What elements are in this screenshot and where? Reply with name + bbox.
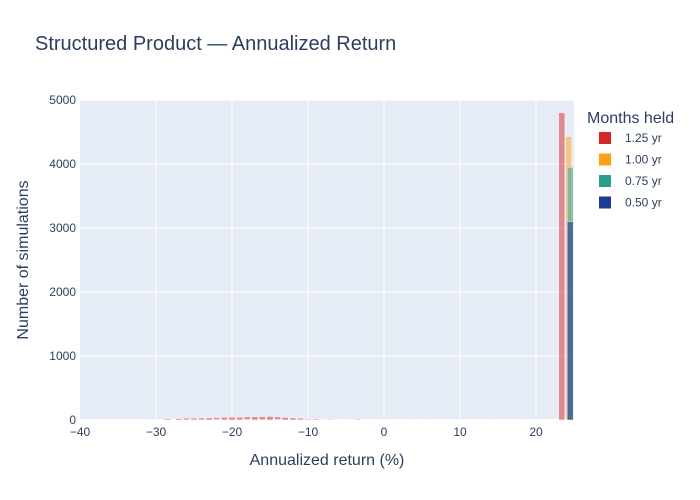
legend-item[interactable]: 0.50 yr bbox=[599, 196, 662, 210]
histogram-bar[interactable] bbox=[342, 419, 350, 421]
chart-title: Structured Product — Annualized Return bbox=[35, 33, 396, 55]
y-tick-label: 5000 bbox=[49, 93, 76, 107]
histogram-bar[interactable] bbox=[312, 418, 319, 421]
histogram-bar[interactable] bbox=[289, 417, 297, 421]
histogram-bar[interactable] bbox=[266, 416, 274, 421]
axis-ticks: 0 1000 2000 3000 4000 5000 −40 −30 −20 −10 0 10 20 bbox=[49, 93, 543, 439]
x-tick-label: −40 bbox=[70, 425, 91, 439]
y-tick-label: 1000 bbox=[49, 349, 76, 363]
histogram-bar[interactable] bbox=[259, 416, 266, 421]
y-tick-label: 0 bbox=[69, 413, 76, 427]
legend-label: 1.00 yr bbox=[625, 153, 662, 167]
legend-swatch bbox=[599, 196, 611, 209]
x-tick-label: 0 bbox=[381, 425, 388, 439]
histogram-bar[interactable] bbox=[205, 417, 213, 421]
histogram-bars bbox=[137, 112, 574, 421]
histogram-bar[interactable] bbox=[221, 417, 228, 421]
legend-item[interactable]: 0.75 yr bbox=[599, 174, 662, 188]
legend-title: Months held bbox=[587, 110, 674, 127]
histogram-bar[interactable] bbox=[297, 418, 304, 421]
histogram-bar[interactable] bbox=[236, 416, 243, 421]
histogram-bar[interactable] bbox=[198, 417, 205, 421]
legend: Months held 1.25 yr 1.00 yr 0.75 yr 0.50 yr bbox=[587, 110, 674, 210]
histogram-bar[interactable] bbox=[175, 418, 183, 421]
histogram-bar[interactable] bbox=[566, 221, 574, 421]
histogram-bar[interactable] bbox=[281, 417, 289, 421]
x-tick-label: −30 bbox=[146, 425, 167, 439]
histogram-bar[interactable] bbox=[251, 416, 259, 421]
x-tick-label: 10 bbox=[453, 425, 467, 439]
histogram-bar[interactable] bbox=[558, 112, 566, 421]
histogram-bar[interactable] bbox=[228, 416, 236, 421]
legend-item[interactable]: 1.00 yr bbox=[599, 153, 662, 167]
y-tick-label: 2000 bbox=[49, 285, 76, 299]
series-1-25-yr bbox=[137, 112, 566, 421]
x-tick-label: 20 bbox=[529, 425, 543, 439]
legend-label: 1.25 yr bbox=[625, 131, 662, 145]
x-tick-label: −10 bbox=[298, 425, 319, 439]
plot-area bbox=[80, 100, 574, 420]
legend-item[interactable]: 1.25 yr bbox=[599, 131, 662, 145]
y-tick-label: 3000 bbox=[49, 221, 76, 235]
histogram-bar[interactable] bbox=[183, 418, 190, 421]
y-axis-title: Number of simulations bbox=[15, 180, 32, 339]
histogram-bar[interactable] bbox=[164, 418, 171, 421]
histogram-bar[interactable] bbox=[354, 418, 361, 421]
x-tick-label: −20 bbox=[222, 425, 243, 439]
legend-swatch bbox=[599, 175, 611, 187]
histogram-bar[interactable] bbox=[190, 418, 198, 421]
x-axis-title: Annualized return (%) bbox=[250, 452, 405, 469]
series-0-50-yr bbox=[319, 221, 574, 421]
legend-label: 0.75 yr bbox=[625, 174, 662, 188]
histogram-bar[interactable] bbox=[327, 419, 335, 421]
legend-swatch bbox=[599, 132, 611, 144]
legend-label: 0.50 yr bbox=[625, 196, 662, 210]
legend-swatch bbox=[599, 153, 611, 166]
histogram-bar[interactable] bbox=[148, 419, 156, 421]
y-tick-label: 4000 bbox=[49, 157, 76, 171]
